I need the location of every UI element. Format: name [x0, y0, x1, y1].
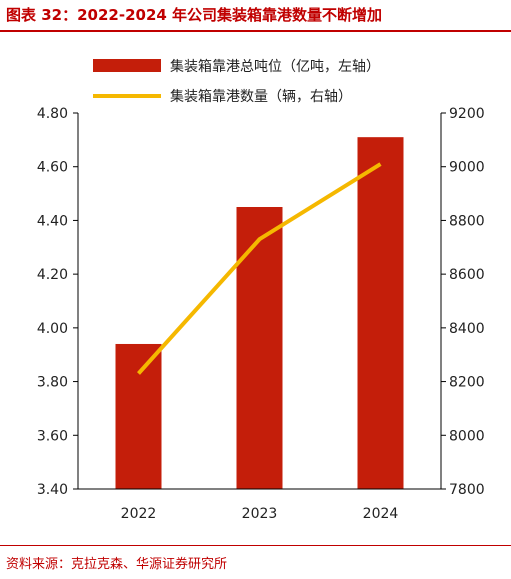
source-rule [0, 545, 511, 546]
left-tick-label: 4.00 [37, 321, 68, 337]
left-tick-label: 4.20 [37, 267, 68, 283]
left-tick-label: 4.60 [37, 160, 68, 176]
legend-label-bar: 集装箱靠港总吨位（亿吨，左轴） [170, 58, 380, 75]
right-tick-label: 8000 [449, 428, 485, 444]
bar-2024 [357, 137, 404, 489]
bar-2022 [115, 343, 162, 489]
right-tick-label: 9000 [449, 160, 485, 176]
x-tick-label: 2023 [242, 506, 278, 522]
left-tick-label: 3.40 [37, 482, 68, 498]
left-tick-label: 4.40 [37, 213, 68, 229]
legend: 集装箱靠港总吨位（亿吨，左轴） 集装箱靠港数量（辆，右轴） [93, 58, 380, 105]
right-tick-label: 8800 [449, 213, 485, 229]
right-tick-label: 8600 [449, 267, 485, 283]
title-rule [0, 30, 511, 32]
source-note: 资料来源：克拉克森、华源证券研究所 [6, 557, 228, 572]
bar-2023 [236, 207, 283, 489]
left-tick-label: 3.60 [37, 428, 68, 444]
right-tick-label: 9200 [449, 106, 485, 122]
legend-swatch-bar [93, 59, 161, 72]
left-tick-label: 3.80 [37, 375, 68, 391]
chart-title: 图表 32：2022-2024 年公司集装箱靠港数量不断增加 [6, 6, 383, 24]
right-tick-label: 7800 [449, 482, 485, 498]
right-tick-label: 8200 [449, 375, 485, 391]
right-tick-label: 8400 [449, 321, 485, 337]
legend-label-line: 集装箱靠港数量（辆，右轴） [170, 88, 352, 105]
x-tick-label: 2022 [121, 506, 157, 522]
x-tick-label: 2024 [363, 506, 399, 522]
left-tick-label: 4.80 [37, 106, 68, 122]
